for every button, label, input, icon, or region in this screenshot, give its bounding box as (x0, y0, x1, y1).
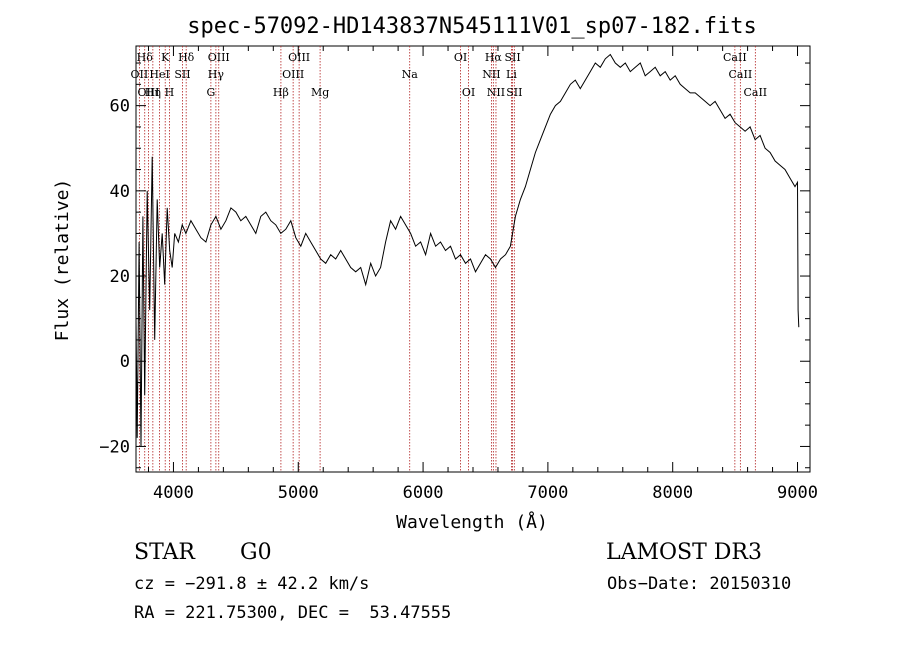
spectral-line-label-23: Na (402, 68, 419, 81)
spectral-line-label-7: SII (504, 51, 520, 64)
spectral-line-label-9: OII (131, 68, 149, 81)
y-tick-label-0: 0 (120, 352, 130, 372)
spectral-line-label-24: OI (462, 86, 475, 99)
spectral-line-label-8: CaII (723, 51, 747, 64)
survey-name: LAMOST DR3 (606, 540, 762, 565)
plot-frame (135, 45, 811, 473)
spectral-line-label-16: CaII (729, 68, 753, 81)
spectral-line-label-10: HeI (149, 68, 169, 81)
spectral-line-label-27: CaII (743, 86, 767, 99)
spectral-line-label-18: Hη (145, 86, 161, 99)
spectral-line-label-1: K (161, 51, 170, 64)
observation-date: Obs−Date: 20150310 (607, 574, 792, 594)
x-tick-label-9000: 9000 (777, 483, 818, 503)
x-axis-label: Wavelength (Å) (396, 511, 548, 533)
spectral-line-label-5: OI (454, 51, 467, 64)
x-tick-label-7000: 7000 (527, 483, 568, 503)
spectral-line-label-0: Hδ (137, 51, 154, 64)
x-axis-ticks: 4000 5000 6000 7000 8000 9000 (147, 46, 818, 503)
spectral-line-label-20: G (206, 86, 215, 99)
spectral-line-label-21: Hβ (273, 86, 289, 99)
spectral-line-label-11: SII (174, 68, 190, 81)
subclass: G0 (240, 540, 272, 565)
x-tick-label-8000: 8000 (652, 483, 693, 503)
spectral-line-label-14: NII (482, 68, 500, 81)
spectral-line-label-3: OIII (208, 51, 230, 64)
object-class: STAR (134, 540, 195, 565)
spectral-line-label-6: Hα (485, 51, 503, 64)
spectral-line-label-13: OIII (282, 68, 304, 81)
spectrum-series-line (135, 53, 800, 447)
x-tick-label-5000: 5000 (278, 483, 319, 503)
spectral-line-label-26: SII (506, 86, 522, 99)
y-tick-label-60: 60 (110, 97, 130, 117)
spectral-line-markers (138, 46, 756, 472)
coordinates: RA = 221.75300, DEC = 53.47555 (134, 603, 452, 623)
spectral-line-label-19: H (165, 86, 175, 99)
spectral-line-label-2: Hδ (178, 51, 195, 64)
x-tick-label-4000: 4000 (153, 483, 194, 503)
spectral-line-label-4: OIII (288, 51, 310, 64)
chart-title: spec-57092-HD143837N545111V01_sp07-182.f… (187, 14, 757, 39)
y-tick-label--20: −20 (99, 437, 130, 457)
spectral-line-label-12: Hγ (208, 68, 225, 81)
x-tick-label-6000: 6000 (403, 483, 444, 503)
spectral-line-label-22: Mg (311, 86, 329, 99)
spectral-line-label-25: NII (487, 86, 505, 99)
spectral-line-label-15: Li (506, 68, 517, 81)
redshift-velocity: cz = −291.8 ± 42.2 km/s (134, 574, 370, 594)
spectral-line-label-17: OIII (137, 86, 159, 99)
y-tick-label-20: 20 (110, 267, 130, 287)
y-tick-label-40: 40 (110, 182, 130, 202)
y-axis-ticks: −20 0 20 40 60 (99, 62, 810, 469)
y-axis-label: Flux (relative) (52, 179, 73, 342)
